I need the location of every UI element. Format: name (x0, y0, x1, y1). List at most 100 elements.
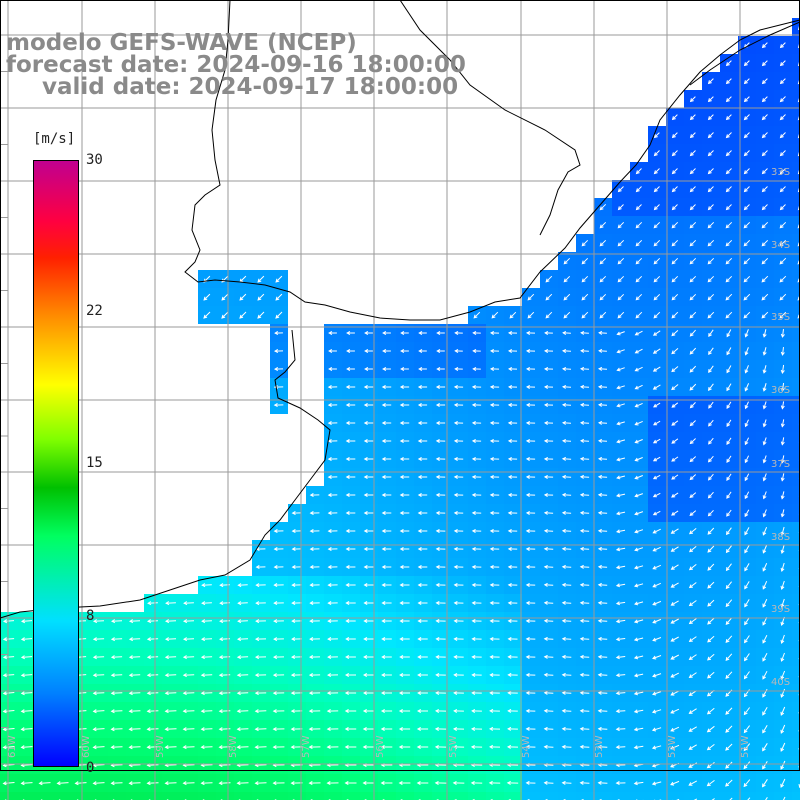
wind-arrow (616, 439, 626, 444)
wind-arrow (563, 275, 571, 283)
wind-arrow (706, 725, 715, 733)
wind-arrow (416, 726, 429, 732)
wind-arrow (726, 383, 732, 392)
wind-arrow (525, 618, 536, 624)
colorbar-tick-22: 22 (86, 303, 103, 319)
wind-arrow (273, 564, 284, 570)
wind-arrow (399, 474, 410, 480)
wind-arrow (561, 654, 572, 659)
wind-arrow (689, 383, 697, 391)
wind-arrow (507, 690, 518, 695)
wind-arrow (726, 347, 732, 356)
wind-arrow (489, 492, 500, 498)
wind-arrow (543, 672, 554, 677)
wind-arrow (110, 655, 123, 660)
wind-arrow (616, 475, 626, 480)
wind-arrow (345, 654, 356, 660)
wind-speed-cell (792, 594, 800, 612)
wind-arrow (652, 564, 662, 570)
wind-speed-cell (198, 792, 216, 800)
wind-arrow (2, 781, 15, 786)
wind-arrow (780, 364, 785, 375)
wind-arrow (652, 673, 662, 678)
wind-arrow (543, 474, 554, 480)
wind-speed-cell (792, 324, 800, 342)
wind-arrow (345, 420, 356, 426)
wind-arrow (633, 637, 644, 642)
wind-arrow (399, 438, 410, 444)
wind-arrow (453, 564, 464, 570)
wind-arrow (652, 366, 661, 372)
wind-arrow (146, 745, 159, 750)
wind-arrow (290, 654, 303, 660)
wind-arrow (671, 330, 679, 337)
wind-speed-cell (432, 792, 450, 800)
wind-arrow (780, 580, 785, 590)
wind-arrow (382, 366, 391, 372)
wind-arrow (616, 367, 625, 372)
wind-speed-cell (522, 792, 540, 800)
wind-arrow (399, 654, 410, 660)
wind-arrow (780, 598, 785, 608)
wind-arrow (561, 744, 572, 749)
wind-arrow (707, 473, 714, 481)
wind-arrow (689, 510, 697, 517)
wind-arrow (527, 311, 535, 319)
wind-arrow (599, 275, 607, 283)
wind-arrow (200, 655, 213, 660)
wind-arrow (92, 619, 105, 624)
wind-arrow (435, 528, 446, 534)
wind-arrow (254, 691, 267, 696)
wind-arrow (615, 780, 626, 786)
wind-arrow (779, 78, 786, 85)
wind-arrow (779, 96, 786, 103)
wind-arrow (328, 330, 337, 336)
wind-arrow (417, 672, 428, 678)
wind-arrow (327, 654, 338, 660)
wind-arrow (633, 655, 644, 660)
wind-arrow (92, 781, 105, 786)
wind-arrow (254, 781, 267, 786)
wind-arrow (272, 691, 285, 696)
wind-arrow (201, 619, 212, 624)
wind-arrow (579, 474, 590, 479)
wind-arrow (634, 583, 644, 588)
wind-arrow (2, 673, 15, 678)
wind-arrow (56, 781, 69, 786)
wind-arrow (201, 601, 212, 606)
wind-speed-cell (414, 792, 432, 800)
wind-arrow (597, 708, 608, 713)
wind-arrow (780, 473, 785, 482)
wind-arrow (688, 744, 697, 750)
wind-arrow (651, 709, 662, 714)
wind-arrow (725, 617, 733, 625)
wind-arrow (363, 654, 374, 660)
wind-arrow (653, 257, 661, 265)
wind-arrow (291, 546, 302, 552)
wind-arrow (615, 547, 626, 552)
wind-arrow (688, 600, 697, 607)
wind-arrow (671, 204, 678, 211)
wind-arrow (707, 186, 714, 193)
wind-arrow (345, 636, 356, 642)
wind-arrow (201, 583, 212, 588)
wind-speed-cell (792, 540, 800, 558)
wind-arrow (221, 293, 229, 301)
wind-arrow (651, 781, 662, 786)
wind-arrow (254, 673, 267, 678)
wind-arrow (400, 366, 409, 372)
wind-arrow (762, 743, 768, 752)
wind-arrow (744, 347, 749, 356)
wind-arrow (381, 582, 392, 588)
wind-arrow (688, 582, 697, 589)
wind-arrow (435, 546, 446, 552)
wind-arrow (344, 690, 357, 696)
wind-arrow (597, 600, 608, 605)
wind-arrow (725, 275, 733, 283)
wind-speed-cell (594, 792, 612, 800)
wind-arrow (221, 311, 229, 319)
wind-arrow (671, 275, 679, 283)
wind-arrow (615, 619, 626, 624)
wind-arrow (652, 600, 662, 606)
wind-arrow (726, 365, 732, 374)
